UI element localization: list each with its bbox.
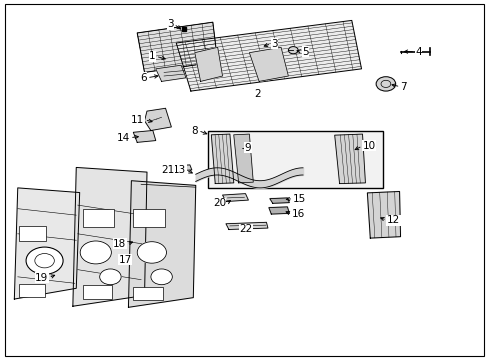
Polygon shape [167,165,191,171]
Bar [19,226,46,241]
Polygon shape [128,181,195,307]
Text: 17: 17 [119,255,132,265]
Circle shape [288,46,298,54]
Bar [82,285,112,299]
Text: 22: 22 [239,225,252,234]
Polygon shape [334,134,365,184]
Circle shape [100,269,121,285]
Polygon shape [73,167,147,306]
Circle shape [80,241,111,264]
Circle shape [137,242,166,263]
Text: 3: 3 [271,39,277,49]
Polygon shape [194,47,222,81]
Bar [82,210,114,226]
Polygon shape [156,65,185,81]
Text: 7: 7 [400,82,407,92]
Text: 1: 1 [149,51,156,61]
Bar [133,210,164,227]
Text: 18: 18 [113,239,126,249]
Polygon shape [144,108,171,131]
Text: 20: 20 [212,198,225,208]
Circle shape [375,77,395,91]
Text: 16: 16 [292,209,305,219]
Polygon shape [222,194,248,202]
Polygon shape [268,207,289,214]
Text: 6: 6 [140,73,147,83]
Text: 14: 14 [117,133,130,143]
Text: 10: 10 [362,141,375,151]
Text: 13: 13 [172,165,185,175]
Text: 21: 21 [161,165,175,175]
Text: 9: 9 [244,143,251,153]
Polygon shape [133,131,156,142]
Text: 11: 11 [131,115,144,125]
Bar [207,131,383,188]
Circle shape [151,269,172,285]
Text: 8: 8 [191,126,198,135]
Polygon shape [366,192,400,238]
Text: 3: 3 [167,19,173,29]
Polygon shape [14,188,80,299]
Polygon shape [249,47,288,81]
Text: 4: 4 [414,46,421,57]
Text: 2: 2 [254,89,260,99]
Polygon shape [211,134,233,184]
Text: 12: 12 [386,215,399,225]
Bar [133,287,162,300]
Text: 15: 15 [293,194,306,204]
Bar [19,284,44,297]
Polygon shape [225,222,267,229]
Polygon shape [137,22,217,72]
Polygon shape [233,134,253,183]
Text: 5: 5 [302,46,308,57]
Text: 19: 19 [35,273,48,283]
Polygon shape [176,21,361,91]
Polygon shape [269,198,289,203]
Circle shape [26,247,63,274]
